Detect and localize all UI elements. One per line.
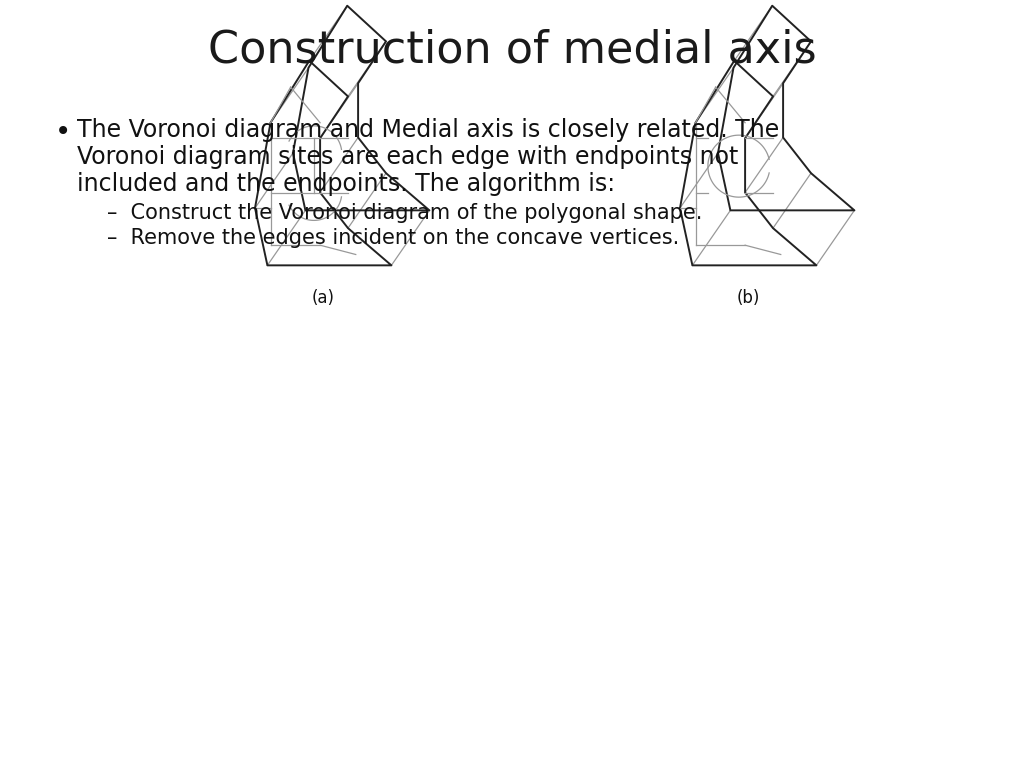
Text: –  Remove the edges incident on the concave vertices.: – Remove the edges incident on the conca… xyxy=(106,228,679,248)
Text: •: • xyxy=(55,118,72,146)
Text: The Voronoi diagram and Medial axis is closely related. The: The Voronoi diagram and Medial axis is c… xyxy=(77,118,779,142)
Text: included and the endpoints. The algorithm is:: included and the endpoints. The algorith… xyxy=(77,172,615,196)
Text: –  Construct the Voronoi diagram of the polygonal shape.: – Construct the Voronoi diagram of the p… xyxy=(106,203,702,223)
Text: (b): (b) xyxy=(736,289,760,306)
Text: Construction of medial axis: Construction of medial axis xyxy=(208,28,816,71)
Text: Voronoi diagram sites are each edge with endpoints not: Voronoi diagram sites are each edge with… xyxy=(77,145,738,169)
Text: (a): (a) xyxy=(311,289,335,306)
